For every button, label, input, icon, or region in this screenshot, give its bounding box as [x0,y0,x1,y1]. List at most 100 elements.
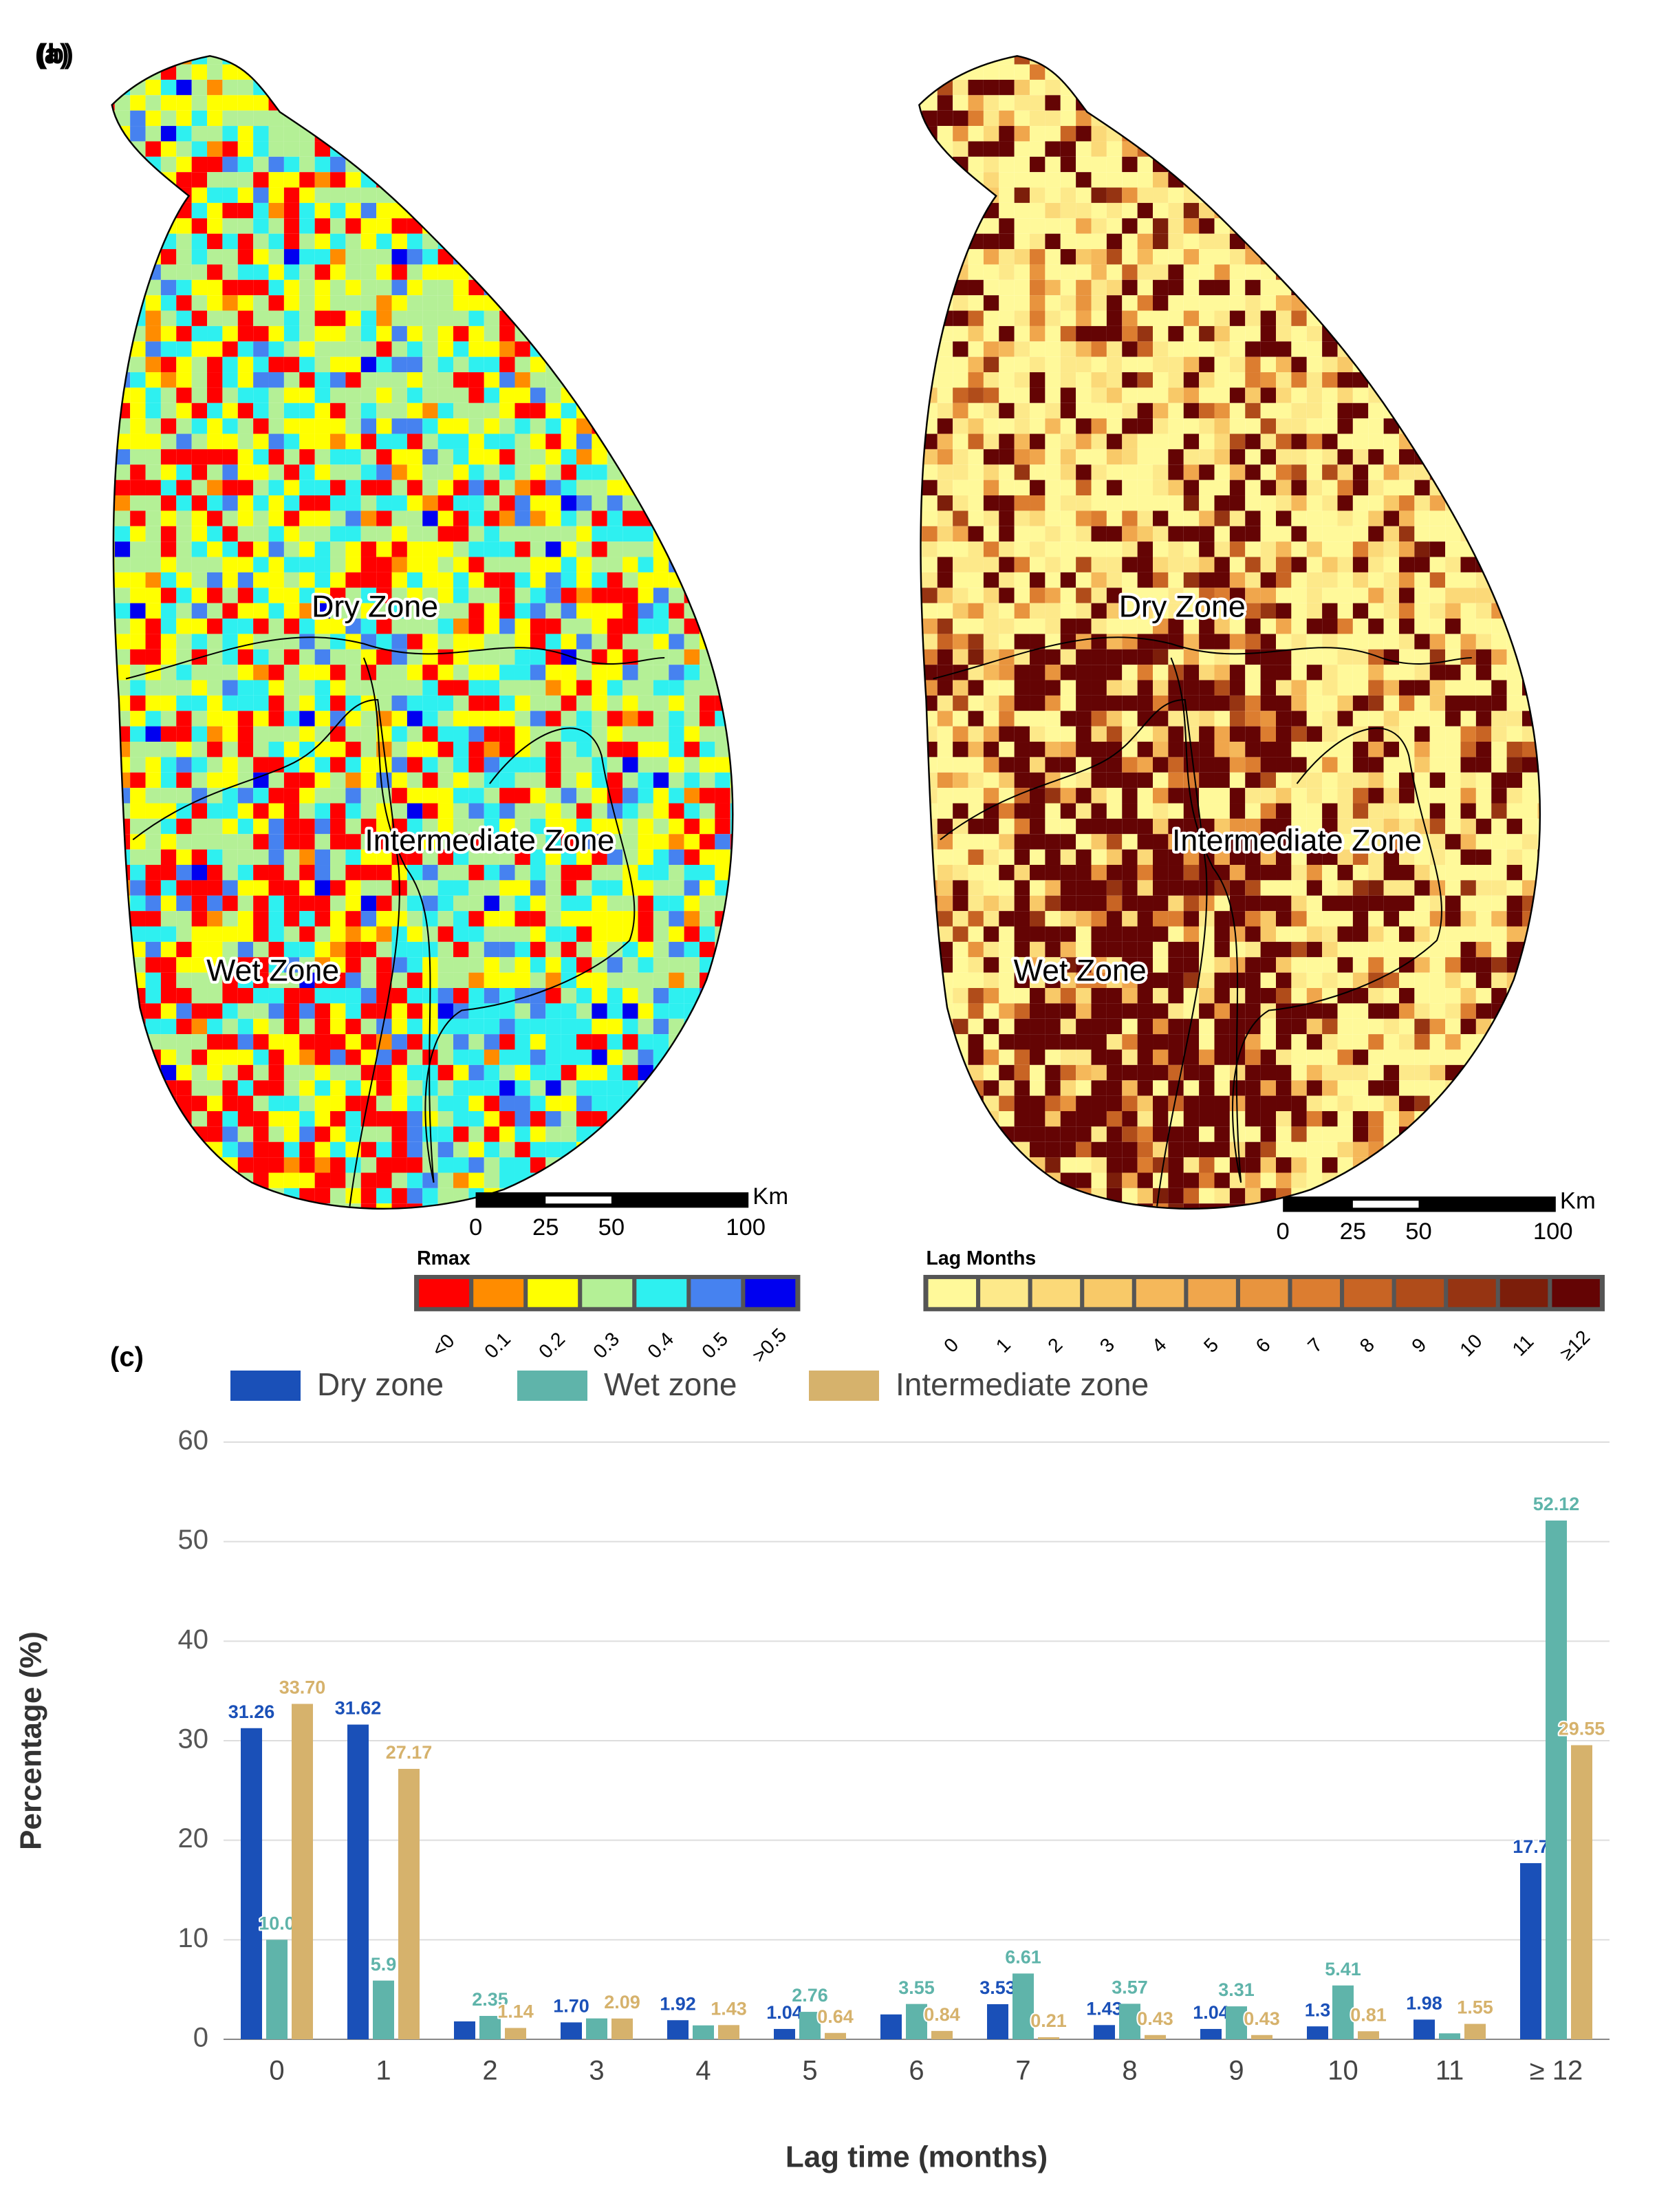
map-cell [1429,295,1446,311]
map-cell [268,895,284,912]
map-cell [111,1141,115,1158]
legend-swatch [473,1279,524,1307]
map-cell [545,634,561,649]
map-cell [176,818,192,835]
map-cell [1491,495,1507,511]
map-cell [937,218,953,234]
map-cell [530,202,546,219]
map-cell [407,156,423,173]
map-cell [699,911,715,927]
map-cell [622,988,638,1004]
map-cell [1168,56,1184,65]
map-cell [653,187,669,203]
map-cell [222,356,238,373]
map-cell [1383,541,1399,557]
map-cell [468,1049,484,1065]
map-cell [114,726,131,742]
map-cell [314,279,331,296]
map-cell [699,1157,715,1173]
map-cell [283,279,300,296]
map-cell [576,557,592,572]
map-cell [283,1049,300,1065]
map-cell [1076,341,1092,357]
map-cell [499,1126,515,1142]
map-cell [1076,356,1092,373]
map-cell [715,1157,730,1173]
map-cell [684,1034,700,1050]
map-cell [607,279,623,296]
map-cell [376,911,392,927]
map-cell [391,1003,407,1019]
map-cell [715,1126,730,1142]
map-cell [530,1095,546,1111]
map-cell [1553,572,1568,588]
map-cell [283,1172,300,1188]
map-cell [1553,126,1568,141]
map-cell [222,526,238,542]
map-cell [1091,95,1107,111]
map-cell [638,926,653,942]
map-cell [437,464,454,480]
map-cell [730,865,733,881]
map-cell [891,188,907,203]
map-cell [130,433,146,449]
map-cell [1260,249,1277,265]
map-cell [1183,588,1200,603]
map-cell [191,911,208,927]
map-cell [1429,202,1446,219]
map-cell [1475,141,1492,157]
map-cell [484,695,500,711]
map-cell [345,1034,361,1050]
map-cell [622,141,638,157]
map-cell [1537,187,1540,203]
map-cell [592,788,607,804]
map-cell [176,249,192,265]
map-cell [176,957,192,973]
map-cell [130,711,146,727]
map-cell [1337,172,1353,188]
map-cell [919,202,922,219]
map-cell [130,588,146,603]
map-cell [653,665,669,680]
map-cell [407,895,423,912]
map-cell [638,634,653,649]
map-cell [953,495,968,511]
map-cell [237,187,254,203]
map-cell [207,1095,223,1111]
map-cell [1414,56,1430,65]
map-cell [1030,187,1046,203]
map-cell [130,541,146,557]
map-cell [499,187,515,203]
map-cell [437,1034,454,1050]
map-cell [1060,156,1076,173]
map-cell [391,341,407,357]
map-cell [437,772,454,788]
map-cell [1506,187,1522,203]
map-cell [484,834,500,850]
map-cell [1030,279,1046,296]
map-cell [111,264,115,280]
map-cell [622,418,638,434]
map-cell [437,619,454,634]
map-cell [453,941,469,958]
map-cell [253,572,269,588]
map-cell [1429,356,1446,373]
map-cell [576,541,592,557]
map-cell [376,387,392,403]
map-cell [268,972,284,989]
map-cell [468,1018,484,1035]
map-cell [1199,110,1215,127]
map-cell [684,95,700,111]
map-cell [607,511,623,526]
map-cell [746,341,761,356]
map-cell [1030,356,1046,373]
map-cell [299,588,315,603]
map-cell [1091,495,1107,511]
map-cell [937,279,953,296]
zone-label: Wet Zone [206,953,339,987]
map-cell [330,1034,346,1050]
map-cell [1122,449,1138,465]
map-cell [1491,433,1507,449]
map-cell [1506,480,1522,496]
map-cell [699,372,715,388]
